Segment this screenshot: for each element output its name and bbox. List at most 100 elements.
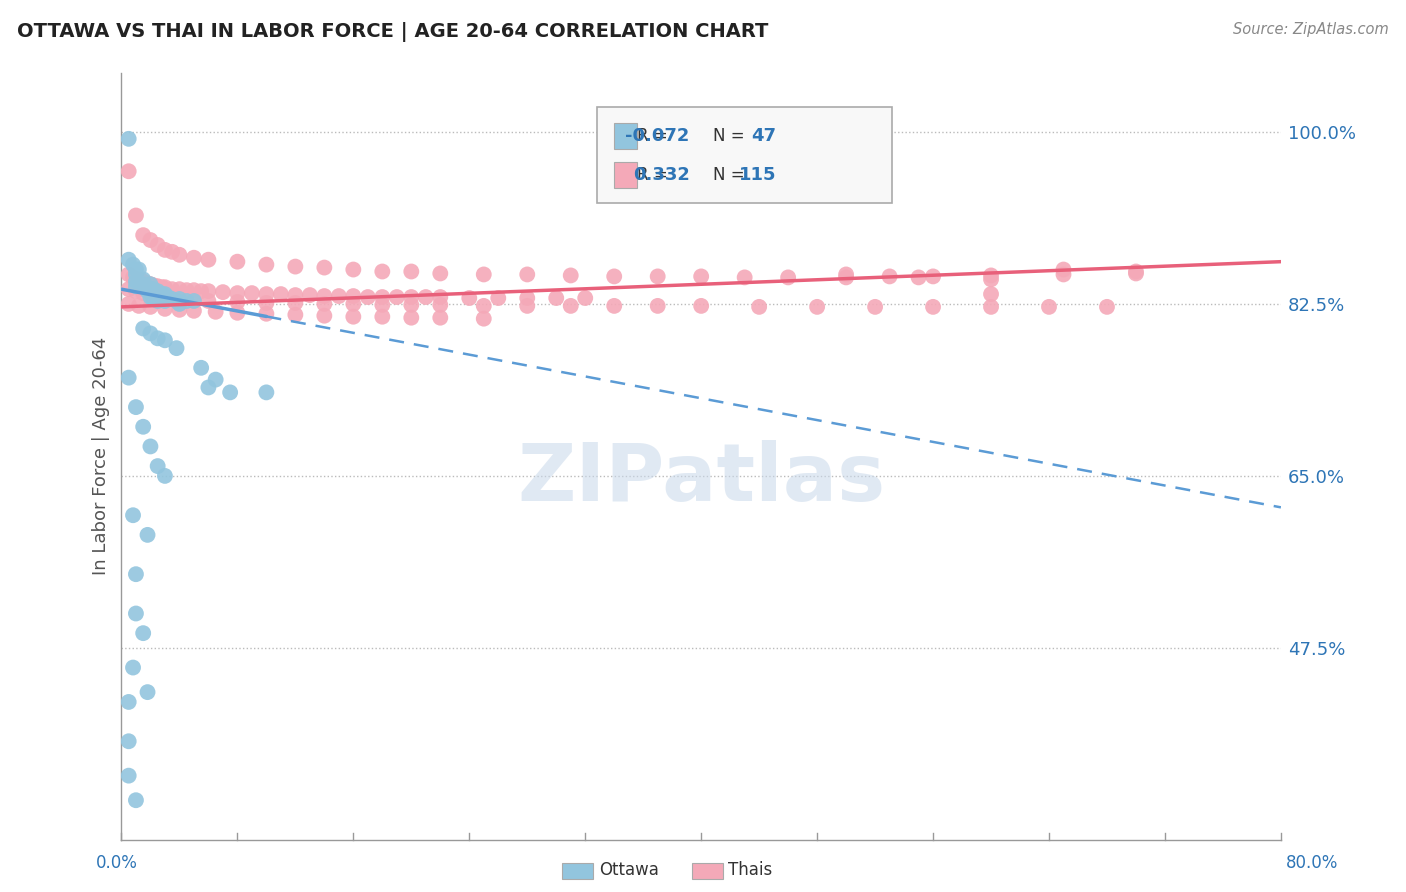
Point bbox=[429, 290, 451, 304]
Point bbox=[122, 660, 145, 674]
Point bbox=[146, 331, 169, 345]
Point bbox=[118, 297, 141, 311]
Point bbox=[429, 298, 451, 312]
Point bbox=[125, 274, 148, 288]
Y-axis label: In Labor Force | Age 20-64: In Labor Force | Age 20-64 bbox=[93, 337, 110, 575]
Point bbox=[401, 298, 423, 312]
Point bbox=[132, 286, 155, 301]
Point bbox=[226, 306, 249, 320]
Point bbox=[342, 289, 364, 303]
Point bbox=[142, 282, 165, 296]
Text: 80.0%: 80.0% bbox=[1286, 855, 1339, 872]
Point bbox=[132, 419, 155, 434]
Point bbox=[118, 695, 141, 709]
Point bbox=[139, 277, 162, 292]
Point bbox=[415, 290, 437, 304]
Point bbox=[118, 252, 141, 267]
Point bbox=[270, 287, 292, 301]
Point bbox=[153, 293, 176, 308]
Text: OTTAWA VS THAI IN LABOR FORCE | AGE 20-64 CORRELATION CHART: OTTAWA VS THAI IN LABOR FORCE | AGE 20-6… bbox=[17, 22, 768, 42]
Point bbox=[342, 310, 364, 324]
Point bbox=[150, 280, 173, 294]
Point bbox=[429, 267, 451, 281]
Text: N =: N = bbox=[713, 127, 744, 145]
Point bbox=[284, 288, 307, 302]
Point bbox=[197, 380, 219, 394]
Point bbox=[183, 293, 205, 308]
Point bbox=[284, 296, 307, 310]
Point bbox=[139, 233, 162, 247]
Text: Source: ZipAtlas.com: Source: ZipAtlas.com bbox=[1233, 22, 1389, 37]
Point bbox=[146, 238, 169, 252]
Point bbox=[429, 310, 451, 325]
Point bbox=[560, 299, 582, 313]
Text: R =: R = bbox=[637, 127, 668, 145]
Bar bbox=[614, 123, 637, 149]
Point bbox=[150, 292, 173, 306]
Point bbox=[342, 297, 364, 311]
Point bbox=[169, 282, 191, 296]
Point bbox=[153, 287, 176, 301]
Point bbox=[371, 298, 394, 312]
FancyBboxPatch shape bbox=[596, 107, 893, 203]
Point bbox=[385, 290, 408, 304]
Point bbox=[458, 291, 481, 305]
Point bbox=[153, 243, 176, 257]
Point bbox=[132, 228, 155, 243]
Point bbox=[734, 270, 756, 285]
Point bbox=[169, 302, 191, 317]
Point bbox=[516, 268, 538, 282]
Point bbox=[122, 270, 145, 285]
Point bbox=[690, 299, 713, 313]
Point bbox=[1095, 300, 1118, 314]
Point bbox=[142, 278, 165, 293]
Point bbox=[146, 284, 169, 298]
Point bbox=[197, 293, 219, 308]
Point bbox=[132, 626, 155, 640]
Point bbox=[980, 268, 1002, 283]
Point bbox=[183, 283, 205, 297]
Point bbox=[835, 270, 858, 285]
Point bbox=[357, 290, 380, 304]
Point bbox=[254, 287, 277, 301]
Text: Ottawa: Ottawa bbox=[599, 861, 659, 879]
Point bbox=[342, 262, 364, 277]
Point bbox=[125, 262, 148, 277]
Text: 0.0%: 0.0% bbox=[96, 855, 138, 872]
Point bbox=[169, 297, 191, 311]
Point bbox=[1125, 267, 1147, 281]
Point bbox=[122, 258, 145, 272]
Point bbox=[647, 269, 669, 284]
Point bbox=[226, 254, 249, 268]
Point bbox=[136, 528, 159, 542]
Point bbox=[486, 291, 509, 305]
Point bbox=[863, 300, 886, 314]
Point bbox=[328, 289, 350, 303]
Text: Thais: Thais bbox=[728, 861, 772, 879]
Point bbox=[125, 209, 148, 223]
Point bbox=[401, 290, 423, 304]
Point bbox=[136, 685, 159, 699]
Point bbox=[284, 260, 307, 274]
Point bbox=[160, 282, 183, 296]
Point bbox=[132, 321, 155, 335]
Point bbox=[125, 607, 148, 621]
Point bbox=[284, 308, 307, 322]
Point bbox=[132, 277, 155, 292]
Point bbox=[546, 291, 568, 305]
Point bbox=[401, 310, 423, 325]
Point bbox=[183, 293, 205, 307]
Point bbox=[139, 300, 162, 314]
Point bbox=[169, 292, 191, 306]
Point bbox=[125, 793, 148, 807]
Point bbox=[153, 333, 176, 347]
Point bbox=[516, 291, 538, 305]
Point bbox=[118, 734, 141, 748]
Point bbox=[980, 272, 1002, 286]
Point bbox=[153, 280, 176, 294]
Text: 0.332: 0.332 bbox=[633, 166, 689, 184]
Point bbox=[136, 280, 159, 294]
Point bbox=[472, 299, 495, 313]
Point bbox=[314, 297, 336, 311]
Point bbox=[146, 459, 169, 474]
